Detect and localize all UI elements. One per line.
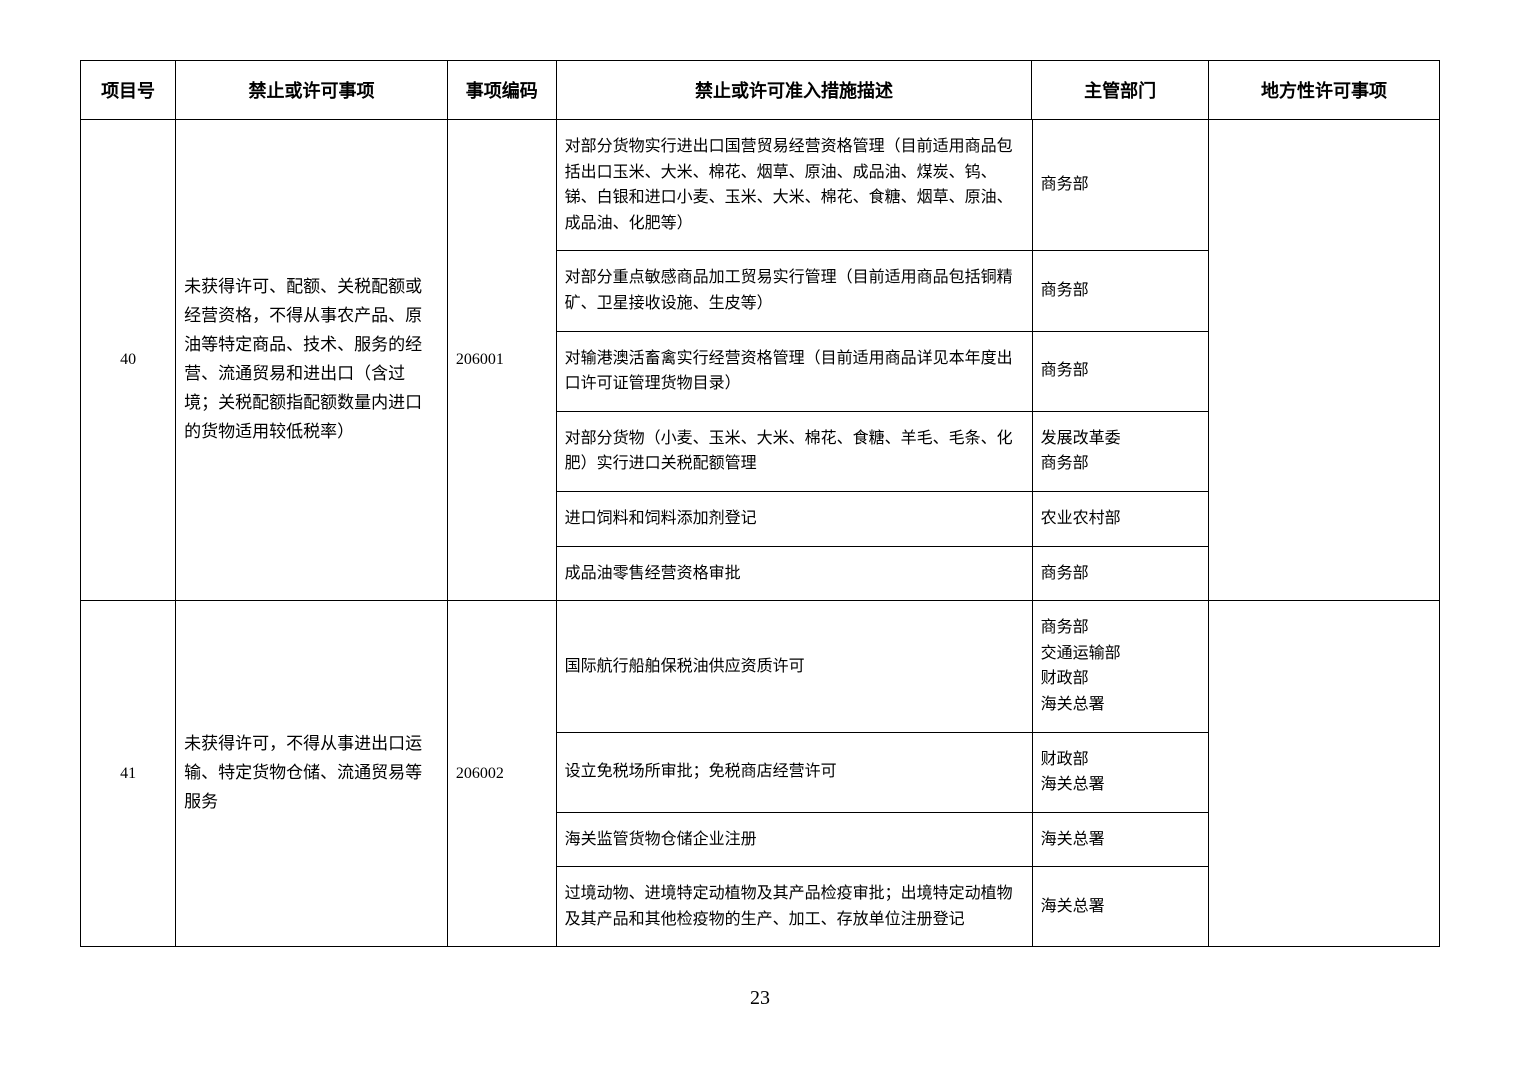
cell-item-no: 40 xyxy=(81,120,176,601)
cell-dept: 商务部 xyxy=(1032,251,1208,331)
sub-row: 对部分重点敏感商品加工贸易实行管理（目前适用商品包括铜精矿、卫星接收设施、生皮等… xyxy=(557,251,1208,331)
cell-matter: 未获得许可、配额、关税配额或经营资格，不得从事农产品、原油等特定商品、技术、服务… xyxy=(176,120,448,601)
header-local: 地方性许可事项 xyxy=(1208,61,1439,120)
header-dept: 主管部门 xyxy=(1032,61,1209,120)
cell-dept: 商务部 xyxy=(1032,120,1208,251)
cell-local xyxy=(1208,120,1439,601)
cell-desc: 进口饲料和饲料添加剂登记 xyxy=(557,491,1032,546)
cell-code: 206002 xyxy=(447,601,556,947)
cell-desc: 成品油零售经营资格审批 xyxy=(557,546,1032,600)
sub-row: 过境动物、进境特定动植物及其产品检疫审批；出境特定动植物及其产品和其他检疫物的生… xyxy=(557,867,1208,947)
sub-row: 设立免税场所审批；免税商店经营许可 财政部海关总署 xyxy=(557,732,1208,812)
header-item-no: 项目号 xyxy=(81,61,176,120)
page-number: 23 xyxy=(80,987,1440,1010)
cell-desc: 过境动物、进境特定动植物及其产品检疫审批；出境特定动植物及其产品和其他检疫物的生… xyxy=(557,867,1032,947)
licensing-table: 项目号 禁止或许可事项 事项编码 禁止或许可准入措施描述 主管部门 地方性许可事… xyxy=(80,60,1440,947)
header-code: 事项编码 xyxy=(447,61,556,120)
cell-dept: 商务部交通运输部财政部海关总署 xyxy=(1032,601,1208,732)
sub-row: 对部分货物（小麦、玉米、大米、棉花、食糖、羊毛、毛条、化肥）实行进口关税配额管理… xyxy=(557,411,1208,491)
cell-code: 206001 xyxy=(447,120,556,601)
cell-desc: 设立免税场所审批；免税商店经营许可 xyxy=(557,732,1032,812)
table-header-row: 项目号 禁止或许可事项 事项编码 禁止或许可准入措施描述 主管部门 地方性许可事… xyxy=(81,61,1440,120)
cell-desc: 对输港澳活畜禽实行经营资格管理（目前适用商品详见本年度出口许可证管理货物目录） xyxy=(557,331,1032,411)
cell-dept: 商务部 xyxy=(1032,546,1208,600)
cell-dept: 财政部海关总署 xyxy=(1032,732,1208,812)
sub-row: 国际航行船舶保税油供应资质许可 商务部交通运输部财政部海关总署 xyxy=(557,601,1208,732)
cell-desc: 对部分重点敏感商品加工贸易实行管理（目前适用商品包括铜精矿、卫星接收设施、生皮等… xyxy=(557,251,1032,331)
cell-dept: 发展改革委商务部 xyxy=(1032,411,1208,491)
sub-row: 海关监管货物仓储企业注册 海关总署 xyxy=(557,812,1208,867)
cell-desc: 国际航行船舶保税油供应资质许可 xyxy=(557,601,1032,732)
header-matter: 禁止或许可事项 xyxy=(176,61,448,120)
cell-matter: 未获得许可，不得从事进出口运输、特定货物仓储、流通贸易等服务 xyxy=(176,601,448,947)
cell-desc: 海关监管货物仓储企业注册 xyxy=(557,812,1032,867)
header-desc: 禁止或许可准入措施描述 xyxy=(556,61,1032,120)
table-row: 40 未获得许可、配额、关税配额或经营资格，不得从事农产品、原油等特定商品、技术… xyxy=(81,120,1440,601)
cell-dept: 农业农村部 xyxy=(1032,491,1208,546)
cell-local xyxy=(1208,601,1439,947)
cell-item-no: 41 xyxy=(81,601,176,947)
cell-dept: 海关总署 xyxy=(1032,812,1208,867)
cell-desc-dept: 对部分货物实行进出口国营贸易经营资格管理（目前适用商品包括出口玉米、大米、棉花、… xyxy=(556,120,1208,601)
cell-desc-dept: 国际航行船舶保税油供应资质许可 商务部交通运输部财政部海关总署 设立免税场所审批… xyxy=(556,601,1208,947)
sub-row: 进口饲料和饲料添加剂登记 农业农村部 xyxy=(557,491,1208,546)
cell-desc: 对部分货物实行进出口国营贸易经营资格管理（目前适用商品包括出口玉米、大米、棉花、… xyxy=(557,120,1032,251)
cell-dept: 商务部 xyxy=(1032,331,1208,411)
table-row: 41 未获得许可，不得从事进出口运输、特定货物仓储、流通贸易等服务 206002… xyxy=(81,601,1440,947)
nested-desc-dept-table: 对部分货物实行进出口国营贸易经营资格管理（目前适用商品包括出口玉米、大米、棉花、… xyxy=(557,120,1208,600)
cell-desc: 对部分货物（小麦、玉米、大米、棉花、食糖、羊毛、毛条、化肥）实行进口关税配额管理 xyxy=(557,411,1032,491)
sub-row: 成品油零售经营资格审批 商务部 xyxy=(557,546,1208,600)
nested-desc-dept-table: 国际航行船舶保税油供应资质许可 商务部交通运输部财政部海关总署 设立免税场所审批… xyxy=(557,601,1208,946)
sub-row: 对部分货物实行进出口国营贸易经营资格管理（目前适用商品包括出口玉米、大米、棉花、… xyxy=(557,120,1208,251)
sub-row: 对输港澳活畜禽实行经营资格管理（目前适用商品详见本年度出口许可证管理货物目录） … xyxy=(557,331,1208,411)
cell-dept: 海关总署 xyxy=(1032,867,1208,947)
